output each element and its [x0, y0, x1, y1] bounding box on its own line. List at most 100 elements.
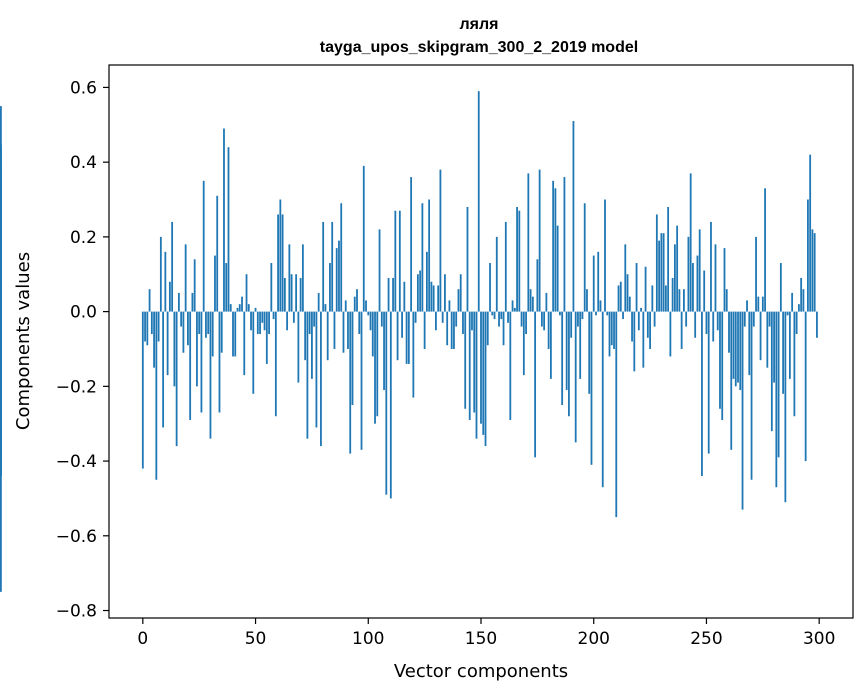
bar	[671, 277, 674, 312]
bar	[714, 244, 717, 312]
bar	[387, 277, 390, 312]
bar	[141, 311, 144, 469]
bar	[547, 311, 550, 349]
bar	[732, 311, 735, 379]
bar	[263, 311, 266, 331]
bar	[412, 311, 415, 398]
bar	[565, 311, 568, 391]
bar	[259, 311, 261, 335]
bar	[719, 311, 721, 409]
bar	[626, 274, 629, 312]
bar	[784, 311, 787, 503]
bar	[653, 311, 656, 327]
x-tick-label: 0	[137, 629, 148, 649]
bar	[155, 311, 158, 480]
bar	[703, 270, 706, 312]
bar	[347, 311, 349, 349]
bar	[509, 311, 512, 420]
bar	[401, 311, 403, 338]
bar	[606, 311, 609, 316]
bar	[813, 233, 816, 312]
bar	[252, 311, 255, 394]
bar	[218, 311, 221, 413]
bar	[394, 210, 397, 312]
bar	[220, 311, 223, 353]
bar	[520, 311, 523, 327]
bar	[770, 311, 773, 432]
bar	[410, 177, 413, 312]
bar	[502, 311, 505, 346]
bar	[764, 188, 766, 312]
bar	[272, 311, 275, 320]
bar	[658, 240, 661, 312]
bar	[216, 195, 219, 312]
x-tick-label: 300	[803, 629, 835, 649]
bar	[480, 311, 482, 424]
bar	[0, 311, 2, 320]
bar	[559, 311, 561, 316]
bar	[261, 311, 264, 323]
bar	[468, 311, 471, 420]
bar	[450, 311, 453, 349]
bar	[256, 311, 259, 335]
bar	[701, 311, 703, 477]
bar	[349, 311, 352, 454]
chart-title: ляля	[460, 16, 499, 33]
bar	[243, 311, 246, 376]
bar	[757, 296, 760, 312]
bar	[622, 311, 624, 320]
bar	[439, 169, 442, 312]
bar	[353, 296, 356, 312]
bar	[378, 229, 381, 312]
bar	[229, 304, 232, 312]
bar	[669, 311, 672, 357]
bar	[419, 270, 422, 312]
bar	[800, 277, 803, 312]
bar	[678, 289, 681, 312]
bar	[428, 199, 431, 312]
bar	[466, 206, 469, 312]
bar	[238, 304, 241, 312]
bar	[577, 311, 579, 327]
bar	[662, 233, 665, 312]
bar	[545, 292, 548, 312]
bar	[396, 311, 399, 361]
bar	[739, 311, 742, 391]
bar	[543, 311, 546, 331]
bar	[166, 311, 169, 376]
bar	[750, 311, 753, 480]
bar	[683, 289, 685, 312]
bar	[773, 311, 775, 383]
y-tick-label: −0.4	[56, 452, 97, 472]
bar	[730, 311, 733, 450]
bar	[365, 300, 367, 312]
bar	[793, 311, 796, 417]
bar	[407, 311, 410, 364]
bar	[797, 304, 800, 312]
bar	[649, 311, 651, 349]
bar	[306, 311, 309, 439]
bar	[613, 311, 615, 349]
bar	[295, 274, 298, 312]
y-tick-label: 0.2	[70, 228, 97, 248]
bar	[437, 285, 440, 312]
bar	[716, 311, 719, 331]
bar	[446, 311, 449, 346]
bar	[698, 229, 701, 312]
bar	[299, 277, 302, 312]
bar	[371, 311, 374, 357]
bar	[351, 311, 354, 406]
bar	[313, 311, 316, 327]
bar	[583, 203, 586, 312]
bar	[0, 184, 2, 312]
bar	[247, 304, 250, 312]
bar	[592, 255, 595, 312]
bar	[511, 300, 514, 312]
bar	[196, 311, 198, 387]
bar	[619, 281, 622, 312]
bar	[723, 248, 726, 312]
bar	[642, 311, 645, 368]
bar	[421, 203, 424, 312]
bar	[752, 311, 755, 327]
bar	[597, 251, 600, 312]
